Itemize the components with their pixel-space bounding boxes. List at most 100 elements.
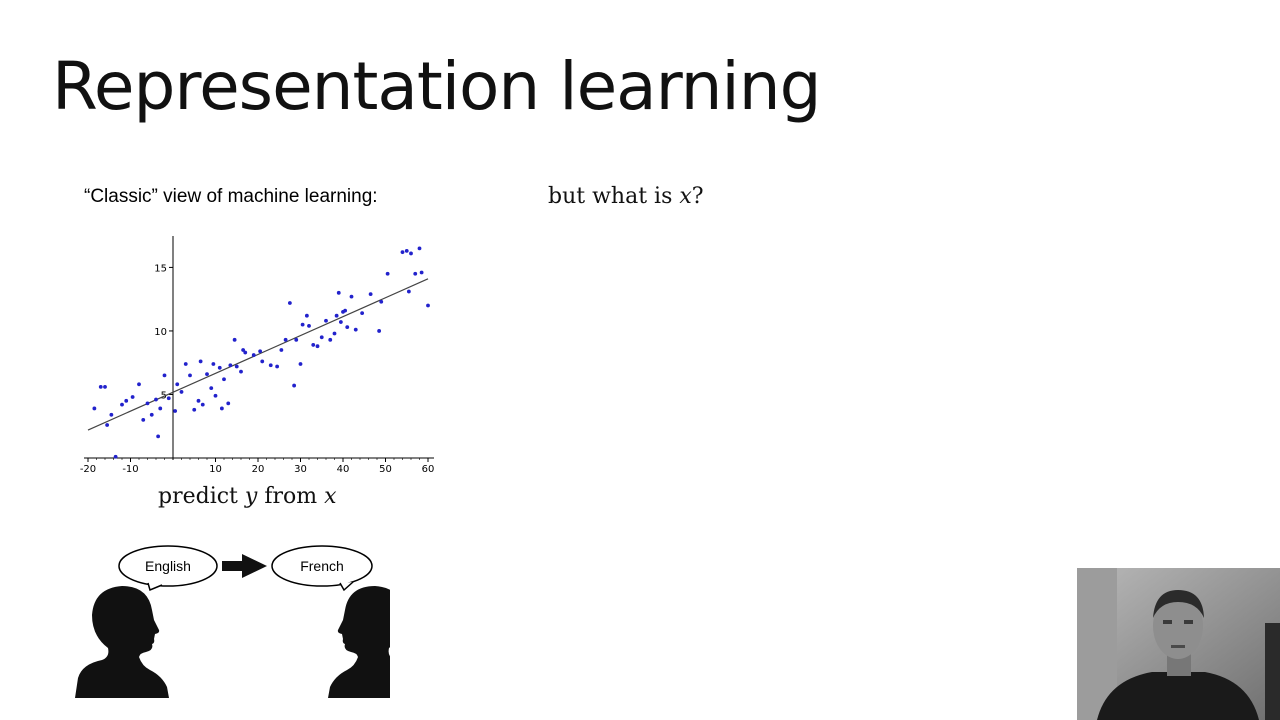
data-point — [228, 363, 233, 368]
data-point — [292, 383, 297, 388]
x-tick-label: 20 — [252, 464, 265, 475]
data-point — [175, 382, 180, 387]
head-silhouette-left-icon — [75, 586, 169, 698]
arrow-right-icon — [222, 554, 267, 578]
x-tick-label: 40 — [337, 464, 350, 475]
scatter-chart: -20-1010203040506051015 — [80, 236, 435, 475]
classic-view-label: “Classic” view of machine learning: — [84, 186, 378, 207]
data-point — [179, 390, 184, 394]
data-point — [319, 335, 324, 340]
data-point — [307, 323, 311, 328]
data-point — [222, 377, 226, 382]
data-point — [149, 412, 154, 417]
data-point — [311, 343, 316, 347]
data-point — [360, 311, 365, 316]
data-point — [226, 401, 231, 406]
data-point — [304, 313, 309, 318]
french-label: French — [300, 558, 344, 574]
data-point — [385, 271, 390, 276]
data-point — [124, 398, 129, 403]
data-point — [109, 412, 114, 417]
data-point — [232, 337, 237, 342]
data-point — [353, 327, 358, 332]
y-tick-label: 10 — [154, 327, 167, 338]
data-point — [332, 331, 337, 336]
question-text: but what is x? — [548, 184, 704, 209]
data-point — [283, 337, 288, 342]
slide-title: Representation learning — [52, 48, 821, 125]
data-point — [241, 348, 246, 352]
x-tick-label: 50 — [379, 464, 392, 475]
translation-illustration: English French — [75, 545, 390, 698]
data-point — [400, 250, 405, 255]
data-point — [404, 248, 409, 253]
data-point — [137, 382, 141, 387]
x-tick-label: 30 — [294, 464, 307, 475]
chart-caption: predict y from x — [158, 484, 337, 509]
data-point — [413, 271, 418, 276]
data-point — [287, 301, 292, 305]
data-point — [205, 372, 209, 377]
data-point — [156, 434, 161, 439]
data-point — [328, 337, 333, 342]
data-point — [173, 409, 178, 413]
question-suffix: ? — [691, 184, 704, 209]
data-point — [379, 299, 384, 304]
caption-y-variable: y — [244, 484, 258, 509]
presenter-webcam — [1077, 568, 1280, 720]
data-point — [196, 398, 201, 403]
regression-line — [87, 278, 429, 431]
data-point — [113, 454, 118, 459]
data-point — [260, 359, 265, 364]
data-point — [239, 369, 243, 374]
data-point — [377, 329, 382, 333]
data-point — [349, 294, 354, 299]
data-point — [417, 246, 422, 251]
data-point — [343, 308, 348, 313]
data-point — [162, 373, 167, 378]
english-label: English — [145, 558, 191, 574]
data-point — [336, 290, 341, 295]
data-point — [145, 401, 150, 406]
data-point — [279, 348, 284, 352]
y-tick-label: 15 — [154, 263, 167, 274]
data-point — [200, 402, 205, 407]
data-point — [158, 406, 163, 411]
data-point — [258, 349, 263, 354]
french-speech-bubble: French — [271, 545, 373, 592]
question-variable: x — [679, 184, 692, 209]
chart-marks: -20-1010203040506051015 — [80, 236, 435, 475]
data-point — [243, 350, 248, 355]
data-point — [251, 353, 256, 357]
data-point — [275, 364, 280, 369]
x-tick-label: 60 — [422, 464, 435, 475]
data-point — [209, 386, 214, 391]
data-point — [324, 318, 328, 323]
english-speech-bubble: English — [118, 545, 218, 592]
data-point — [268, 363, 273, 368]
data-point — [183, 362, 188, 366]
data-point — [188, 373, 192, 378]
data-point — [120, 402, 124, 407]
data-point — [198, 359, 203, 364]
x-tick-label: -10 — [122, 464, 138, 475]
caption-x-variable: x — [324, 484, 337, 509]
data-point — [130, 395, 135, 399]
data-point — [166, 396, 171, 401]
x-tick-label: -20 — [80, 464, 96, 475]
data-point — [409, 251, 413, 256]
data-point — [426, 303, 430, 308]
data-point — [406, 289, 411, 294]
data-point — [338, 320, 343, 324]
data-point — [234, 364, 239, 369]
data-point — [298, 362, 303, 366]
data-point — [315, 344, 320, 349]
data-point — [211, 362, 216, 366]
data-point — [419, 270, 424, 275]
data-point — [105, 423, 110, 427]
caption-prefix: predict — [158, 484, 245, 509]
data-point — [192, 407, 197, 412]
data-point — [92, 406, 97, 411]
data-point — [294, 337, 299, 342]
data-point — [98, 384, 103, 389]
